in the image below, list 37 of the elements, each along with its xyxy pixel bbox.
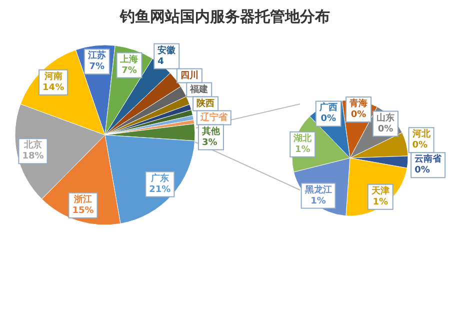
- data-label: 1%: [294, 144, 310, 155]
- data-label: 1%: [372, 197, 388, 208]
- data-label: 14%: [42, 82, 64, 93]
- data-label: 0%: [320, 114, 336, 124]
- slice-label: 青海: [348, 98, 368, 109]
- slice-label: 山东: [376, 112, 394, 124]
- slice-label: 辽宁省: [199, 112, 228, 123]
- data-label: 3%: [202, 138, 218, 148]
- slice-label: 浙江: [72, 194, 92, 205]
- slice-label: 其他: [200, 126, 221, 137]
- slice-label: 北京: [22, 140, 42, 151]
- slice-label: 广西: [318, 102, 338, 114]
- data-label: 1%: [310, 196, 326, 206]
- slice-label: 四川: [180, 70, 198, 81]
- slice-label: 云南省: [414, 154, 443, 165]
- slice-label: 湖北: [292, 132, 313, 144]
- slice-label: 安徽: [158, 44, 177, 56]
- slice-label: 天津: [370, 185, 390, 196]
- data-label: 21%: [149, 184, 171, 195]
- data-label: 0%: [350, 110, 366, 120]
- slice-label: 河南: [43, 70, 62, 82]
- slice-label: 河北: [411, 128, 432, 140]
- slice-label: 福建: [189, 84, 208, 95]
- data-label: 7%: [89, 62, 105, 72]
- data-label: 15%: [72, 206, 94, 216]
- data-label: 0%: [412, 140, 428, 151]
- slice-label: 广东: [150, 172, 169, 184]
- data-label: 4: [158, 56, 164, 67]
- slice-label: 上海: [119, 54, 138, 65]
- slice-label: 陕西: [196, 98, 215, 109]
- slice-label: 江苏: [86, 50, 106, 62]
- data-label: 18%: [22, 152, 44, 162]
- chart-title: 钓鱼网站国内服务器托管地分布: [119, 8, 330, 26]
- slice-label: 黑龙江: [304, 184, 332, 196]
- data-label: 7%: [122, 66, 137, 76]
- data-label: 0%: [378, 124, 394, 134]
- data-label: 0%: [414, 166, 430, 176]
